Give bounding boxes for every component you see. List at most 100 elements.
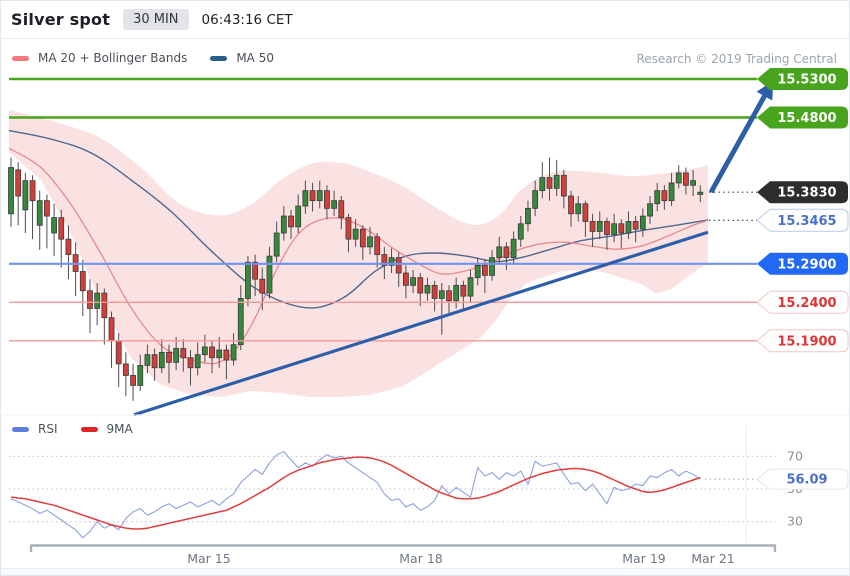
candle-up — [316, 190, 323, 202]
candle-down — [65, 238, 72, 255]
price-badge-15.5300: 15.5300 — [757, 68, 848, 90]
candle-down — [44, 200, 50, 217]
candle-up — [388, 257, 395, 266]
uptrend-line — [133, 230, 709, 417]
candle-up — [611, 223, 618, 235]
price-badge-15.2900: 15.2900 — [757, 252, 848, 275]
price-tag-text: 15.3465 — [777, 214, 836, 229]
rsi-last-badge: 56.09 — [756, 468, 849, 490]
candle-down — [259, 278, 266, 294]
candle-down — [582, 203, 589, 222]
candle-up — [517, 223, 524, 240]
x-axis-label-mar-21: Mar 21 — [691, 551, 734, 566]
candle-down — [309, 190, 316, 202]
candle-up — [352, 228, 359, 240]
candle-up — [424, 284, 431, 294]
time-scrollbar[interactable] — [29, 544, 777, 553]
candle-up — [295, 205, 302, 228]
candle-down — [15, 169, 22, 197]
candle-down — [324, 190, 330, 209]
candle-up — [22, 180, 29, 211]
candle-up — [158, 351, 165, 369]
candle-down — [359, 228, 366, 248]
price-badge-15.3830: 15.3830 — [757, 181, 848, 204]
candle-up — [438, 290, 445, 299]
price-tag-shape — [756, 468, 849, 490]
candle-down — [166, 351, 172, 363]
price-tag-text: 15.1900 — [777, 334, 836, 349]
candle-down — [187, 357, 194, 369]
candle-up — [331, 200, 338, 209]
candle-down — [632, 221, 639, 230]
candle-down — [288, 215, 294, 228]
x-axis-label-mar-19: Mar 19 — [622, 551, 666, 566]
candle-down — [58, 217, 65, 240]
price-tag-shape — [756, 208, 849, 232]
candle-down — [29, 180, 36, 202]
price-tag-text: 56.09 — [786, 473, 827, 488]
price-badge-15.3465: 15.3465 — [756, 208, 849, 232]
candle-up — [474, 264, 481, 279]
candle-down — [122, 363, 129, 376]
candle-down — [374, 236, 381, 255]
candle-down — [223, 349, 230, 361]
instrument-title: Silver spot — [11, 10, 111, 29]
rsi-scale-label-70: 70 — [787, 448, 803, 463]
candle-down — [402, 272, 409, 286]
candle-up — [453, 284, 460, 302]
candle-up — [510, 238, 517, 259]
candle-up — [467, 277, 474, 297]
candle-up — [697, 191, 704, 195]
candle-down — [446, 290, 452, 302]
bollinger-band-area — [9, 109, 708, 398]
candle-up — [367, 236, 373, 248]
candle-down — [180, 348, 187, 359]
candle-down — [503, 246, 510, 259]
candle-down — [604, 221, 610, 235]
candle-down — [395, 257, 402, 274]
candle-down — [560, 174, 567, 197]
price-tag-shape — [756, 329, 849, 353]
candle-up — [144, 354, 151, 366]
price-tag-shape — [757, 252, 848, 275]
chart-header: Silver spot 30 MIN 06:43:16 CET — [1, 1, 849, 39]
candle-down — [431, 284, 438, 299]
candle-up — [273, 232, 280, 257]
candle-down — [79, 271, 86, 292]
candle-up — [575, 203, 582, 215]
candle-down — [101, 292, 108, 319]
candle-up — [647, 203, 653, 217]
candle-up — [51, 217, 57, 234]
price-tag-text: 15.3830 — [777, 186, 836, 201]
candle-down — [589, 221, 596, 232]
candle-up — [539, 177, 546, 192]
rsi-line — [10, 450, 701, 539]
candle-up — [496, 246, 503, 259]
footer-strip — [1, 569, 849, 575]
price-tag-text: 15.4800 — [777, 111, 836, 126]
candle-up — [201, 346, 208, 356]
price-tag-shape — [757, 106, 848, 129]
candle-up — [36, 200, 43, 226]
candle-up — [525, 207, 531, 225]
candle-up — [553, 174, 560, 189]
interval-badge[interactable]: 30 MIN — [123, 9, 189, 30]
candle-up — [654, 190, 661, 205]
candle-up — [532, 190, 539, 209]
candle-up — [266, 255, 273, 294]
price-tag-text: 15.2400 — [777, 296, 836, 311]
candle-up — [194, 354, 201, 369]
x-axis-label-mar-18: Mar 18 — [399, 551, 443, 566]
ma20-line — [8, 147, 709, 365]
price-tag-shape — [756, 290, 849, 314]
candle-down — [568, 195, 574, 215]
candle-down — [252, 261, 259, 280]
price-tag-text: 15.2900 — [777, 257, 836, 272]
candle-up — [625, 221, 632, 234]
bullish-forecast-arrow — [708, 80, 774, 194]
price-tag-shape — [757, 68, 848, 90]
rsi-scale-label-30: 30 — [787, 514, 803, 529]
candle-down — [460, 284, 467, 297]
